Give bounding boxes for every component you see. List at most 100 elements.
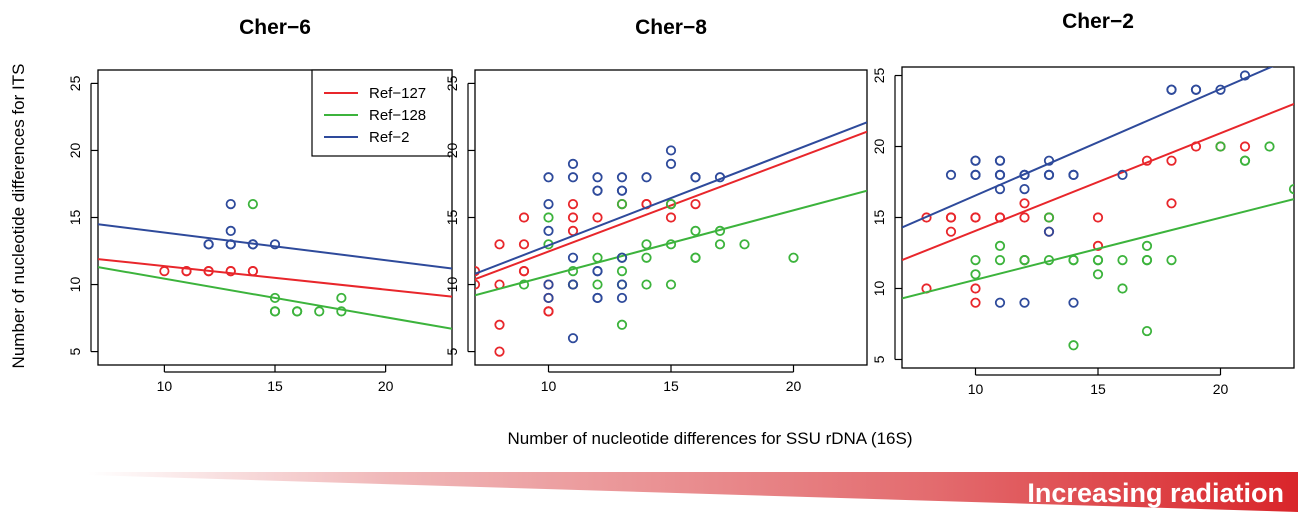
data-point	[690, 198, 701, 210]
fit-line	[98, 223, 452, 270]
chart-panels: Cher−6 10 15 20 5 10 15 20 25 Ref−127 Ref−128 Ref−2…	[67, 10, 1295, 397]
x-tick-label: 20	[786, 378, 802, 394]
y-tick-label: 20	[67, 142, 83, 158]
data-point	[945, 212, 957, 223]
data-point	[616, 185, 628, 196]
data-point	[543, 225, 554, 237]
data-point	[970, 283, 981, 294]
data-point	[1117, 254, 1128, 266]
data-point	[518, 279, 530, 290]
series-ref-2	[902, 67, 1274, 308]
plot-frame	[901, 66, 1295, 369]
data-point	[641, 252, 652, 263]
y-tick-label: 5	[67, 347, 83, 355]
x-tick-label: 15	[663, 378, 679, 394]
x-tick-label: 10	[541, 378, 557, 394]
data-point	[203, 239, 214, 250]
data-point	[1166, 254, 1177, 266]
x-tick-label: 10	[968, 381, 984, 397]
data-point	[1068, 254, 1079, 266]
data-point	[994, 155, 1006, 166]
radiation-wedge	[88, 472, 1298, 512]
legend-label: Ref−127	[369, 85, 426, 102]
y-tick-label: 15	[67, 210, 83, 226]
data-point	[970, 297, 981, 308]
data-point	[714, 239, 726, 250]
data-point	[1239, 155, 1251, 166]
radiation-banner: Increasing radiation	[88, 472, 1298, 512]
plot-data	[902, 67, 1294, 351]
data-point	[994, 297, 1006, 308]
series-ref-2	[475, 121, 867, 344]
data-point	[269, 239, 281, 250]
data-point	[616, 198, 628, 210]
data-point	[1190, 84, 1202, 95]
x-tick-label: 10	[157, 378, 173, 394]
data-point	[543, 292, 554, 304]
data-point	[494, 319, 505, 330]
fit-line	[475, 130, 867, 281]
data-point	[1141, 254, 1153, 266]
data-point	[592, 172, 603, 183]
y-tick-label: 20	[871, 139, 887, 155]
series-ref-127	[902, 102, 1294, 308]
data-point	[567, 252, 579, 263]
data-point	[336, 292, 347, 304]
y-tick-label: 5	[444, 347, 460, 355]
data-point	[665, 145, 677, 156]
data-point	[567, 198, 579, 210]
data-point	[1092, 240, 1104, 251]
panel-title: Cher−2	[1062, 10, 1134, 33]
data-point	[475, 279, 481, 290]
series-ref-2	[98, 198, 452, 270]
data-point	[592, 292, 603, 304]
data-point	[1092, 269, 1104, 280]
data-point	[1215, 141, 1226, 152]
data-point	[592, 252, 603, 263]
x-tick-label: 20	[378, 378, 394, 394]
data-point	[994, 169, 1006, 181]
data-point	[616, 279, 628, 290]
fit-line	[475, 189, 867, 297]
chart-panel-3: Cher−2 10 15 20 5 10 15 20 25	[871, 10, 1295, 397]
data-point	[592, 185, 603, 196]
plot-data	[98, 198, 452, 330]
data-point	[1019, 254, 1030, 266]
data-point	[543, 279, 554, 290]
y-axis-label: Number of nucleotide differences for ITS	[9, 64, 28, 369]
plot-frame	[474, 69, 868, 366]
data-point	[494, 239, 505, 250]
x-tick-label: 20	[1213, 381, 1229, 397]
y-tick-label: 25	[67, 75, 83, 91]
data-point	[665, 212, 677, 223]
data-point	[1019, 169, 1030, 181]
legend: Ref−127 Ref−128 Ref−2	[311, 69, 453, 157]
data-point	[690, 172, 701, 183]
data-point	[247, 266, 258, 277]
x-tick-label: 15	[267, 378, 283, 394]
data-point	[994, 254, 1006, 266]
legend-label: Ref−2	[369, 129, 409, 146]
panel-title: Cher−8	[635, 16, 707, 39]
data-point	[592, 212, 603, 223]
data-point	[247, 198, 258, 210]
data-point	[567, 333, 579, 344]
data-point	[159, 266, 170, 277]
data-point	[665, 158, 677, 169]
data-point	[1239, 141, 1251, 152]
data-point	[567, 158, 579, 169]
data-point	[690, 252, 701, 263]
data-point	[641, 172, 652, 183]
data-point	[1141, 240, 1153, 251]
series-ref-127	[98, 258, 452, 298]
fit-line	[475, 121, 867, 275]
data-point	[970, 155, 981, 166]
data-point	[567, 212, 579, 223]
data-point	[1092, 254, 1104, 266]
data-point	[269, 306, 281, 317]
data-point	[1019, 212, 1030, 223]
y-tick-label: 15	[444, 210, 460, 226]
data-point	[1166, 155, 1177, 166]
fit-line	[902, 67, 1274, 229]
data-point	[314, 306, 325, 317]
